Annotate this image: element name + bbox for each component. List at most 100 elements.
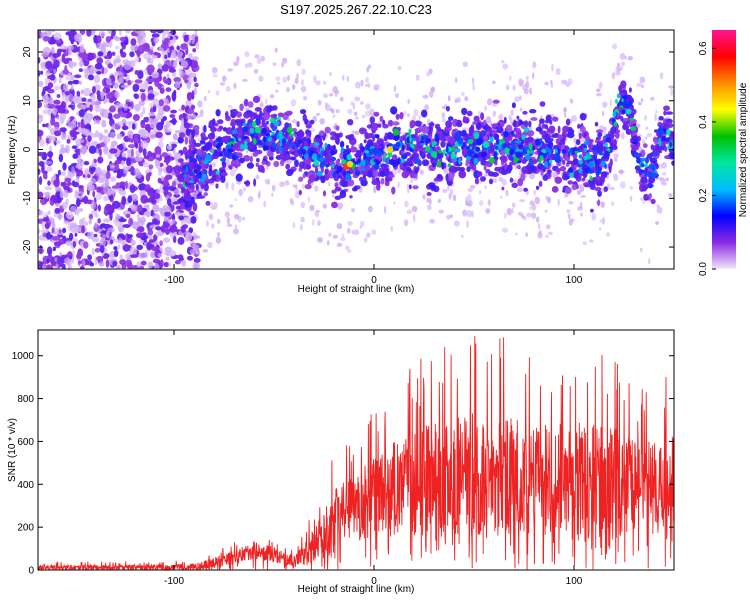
noise-blob [57,104,66,114]
noise-blob [130,138,134,144]
haze-blob [216,218,221,224]
band-blob [261,160,267,165]
band-blob [557,125,561,134]
haze-blob [303,96,307,101]
band-blob [528,130,535,137]
signal-blob [412,137,417,142]
noise-blob [47,254,53,259]
haze-blob [505,84,510,91]
noise-blob [129,51,135,58]
noise-blob [74,74,82,79]
haze-blob [193,87,198,95]
band-blob [309,174,316,183]
band-blob [255,118,261,126]
haze-blob [253,68,259,74]
signal-blob [589,176,593,182]
band-blob [575,184,579,190]
band-blob [567,132,575,139]
noise-blob [181,117,185,126]
noise-blob [96,35,102,45]
noise-blob [67,45,75,51]
haze-blob [452,194,457,201]
band-blob [588,142,594,150]
noise-blob [111,200,121,209]
band-blob [462,115,467,123]
haze-blob [282,76,288,83]
haze-blob [613,153,619,159]
noise-blob [103,129,109,134]
band-blob [456,121,463,128]
noise-blob [78,80,82,85]
signal-blob [232,129,238,135]
signal-blob [360,168,366,172]
noise-blob [159,183,165,193]
haze-blob [485,116,492,124]
noise-blob [173,77,181,83]
haze-blob [425,71,431,77]
haze-blob [504,212,507,220]
band-blob [220,172,228,177]
noise-blob [155,231,163,237]
haze-blob [244,63,249,69]
band-blob [343,149,351,154]
band-blob [562,159,566,165]
haze-blob [229,204,234,208]
haze-blob [660,177,666,186]
noise-blob [166,182,170,188]
band-blob [663,105,670,111]
noise-blob [183,34,189,43]
haze-blob [529,200,535,206]
signal-blob [341,159,347,165]
band-blob [579,126,586,133]
signal-blob [653,151,657,157]
y-tick-label: 800 [17,394,34,405]
hotspot-blob [346,160,354,168]
noise-blob [43,103,49,109]
haze-blob [501,60,505,64]
haze-blob [464,96,469,102]
haze-blob [567,213,571,219]
band-blob [180,186,186,192]
noise-blob [191,35,195,45]
noise-blob [130,193,139,202]
noise-blob [114,163,120,171]
noise-blob [110,35,114,40]
haze-blob [371,229,377,235]
band-blob [235,127,243,134]
signal-blob [593,144,597,150]
noise-blob [105,171,111,180]
noise-blob [117,239,126,244]
band-blob [653,129,659,133]
signal-blob [630,126,636,131]
noise-blob [171,49,176,56]
spectrogram-y-axis-label: Frequency (Hz) [7,116,18,185]
y-tick-label: 200 [17,523,34,534]
spectrogram-marks [38,30,674,269]
band-blob [483,165,487,171]
signal-blob [627,101,633,108]
noise-blob [135,30,143,34]
haze-blob [655,110,659,114]
noise-blob [151,33,160,38]
noise-blob [161,64,169,72]
band-blob [294,159,299,168]
signal-blob [266,120,269,125]
haze-blob [606,232,611,237]
signal-blob [273,120,280,126]
band-blob [614,131,620,139]
band-blob [334,136,340,145]
band-blob [205,141,213,150]
colorbar-tick-label: 0.6 [698,41,709,55]
band-blob [259,110,263,119]
band-blob [559,138,566,147]
band-blob [663,110,667,116]
noise-blob [87,135,92,143]
signal-blob [201,155,204,159]
noise-blob [189,211,195,216]
noise-blob [86,52,95,61]
noise-blob [107,63,113,69]
signal-blob [421,135,424,141]
band-blob [376,182,381,191]
noise-blob [90,30,96,36]
signal-blob [250,132,254,139]
